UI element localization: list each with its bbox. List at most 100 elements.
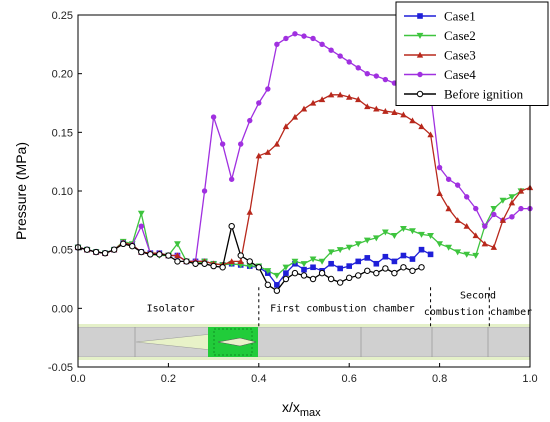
data-point (373, 269, 380, 277)
data-point (336, 247, 344, 254)
legend-entry: Before ignition (404, 87, 524, 102)
data-point (400, 264, 407, 271)
data-point (318, 269, 326, 277)
data-point (310, 35, 316, 42)
data-point (391, 109, 398, 115)
data-point (391, 269, 398, 277)
data-point (309, 275, 317, 283)
data-point (364, 255, 371, 261)
data-point (490, 244, 498, 250)
data-point (264, 281, 272, 289)
data-point (381, 229, 389, 236)
data-point (346, 93, 353, 100)
data-point (256, 100, 262, 106)
y-tick-label: 0.20 (52, 69, 73, 81)
data-point (508, 194, 516, 201)
data-point (147, 251, 154, 258)
x-axis-title-subscript: max (300, 407, 321, 419)
data-point (409, 267, 416, 274)
data-point (409, 228, 416, 235)
data-point (264, 149, 272, 155)
data-point (337, 265, 343, 272)
data-point (418, 123, 425, 130)
data-point (355, 272, 362, 279)
legend-entry: Case4 (404, 67, 476, 82)
data-point (237, 252, 244, 259)
data-point (327, 249, 335, 256)
data-point (309, 256, 317, 263)
data-point (291, 258, 299, 265)
data-point (508, 199, 516, 206)
region-label: First combustion chamber (270, 303, 415, 314)
data-point (436, 190, 443, 196)
lower-wall (78, 357, 530, 360)
data-point (463, 223, 470, 229)
data-point (282, 275, 290, 283)
data-point (138, 223, 144, 229)
data-point (472, 232, 479, 239)
data-point (201, 188, 208, 194)
data-point (328, 47, 334, 53)
data-point (445, 176, 452, 182)
data-point (409, 117, 416, 124)
data-point (247, 117, 253, 124)
data-point (473, 205, 479, 212)
data-point (282, 264, 290, 271)
region-label: combustion chamber (424, 307, 532, 318)
y-tick-label: 0.05 (52, 245, 73, 257)
data-point (355, 65, 361, 71)
data-point (120, 240, 127, 248)
data-point (174, 241, 181, 248)
data-point (490, 206, 498, 212)
data-point (336, 279, 344, 286)
data-point (291, 113, 299, 120)
data-point (463, 251, 471, 258)
data-point (482, 223, 488, 229)
legend-entry: Case3 (404, 48, 476, 63)
data-point (464, 194, 470, 200)
data-point (454, 217, 461, 223)
data-point (101, 249, 109, 257)
data-point (372, 235, 380, 242)
data-point (300, 261, 308, 268)
data-point (382, 76, 389, 83)
legend-entry: Case2 (404, 28, 476, 43)
data-point (346, 59, 352, 65)
legend: Case1 Case2 Case3 Case4 Before ignition (395, 1, 549, 106)
data-point (246, 263, 254, 270)
data-point (364, 267, 371, 274)
data-point (319, 41, 325, 48)
x-axis-title-main: x/x (282, 399, 300, 415)
legend-swatch-marker (416, 32, 424, 39)
data-point (210, 262, 217, 270)
data-point (472, 252, 480, 259)
data-point (409, 256, 416, 262)
legend-swatch-marker (417, 71, 423, 78)
data-point (436, 241, 443, 248)
data-point (517, 187, 525, 194)
x-axis-title: x/xmax (282, 399, 321, 419)
data-point (174, 252, 181, 259)
data-point (445, 244, 453, 251)
data-point (400, 225, 407, 232)
data-point (345, 244, 353, 251)
upper-wall (78, 324, 530, 327)
data-point (382, 265, 389, 272)
data-point (355, 96, 362, 103)
data-point (373, 260, 380, 267)
data-point (246, 258, 253, 265)
data-point (83, 246, 91, 253)
data-point (300, 105, 308, 112)
region-label: Isolator (147, 303, 195, 314)
x-tick-label: 0.6 (342, 373, 357, 385)
data-point (336, 91, 344, 98)
data-point (301, 266, 307, 273)
legend-entry: Case1 (404, 9, 476, 24)
data-point (382, 108, 389, 114)
data-point (400, 252, 407, 259)
data-point (165, 252, 172, 259)
data-point (228, 176, 235, 182)
data-point (219, 141, 226, 147)
data-point (328, 260, 334, 267)
